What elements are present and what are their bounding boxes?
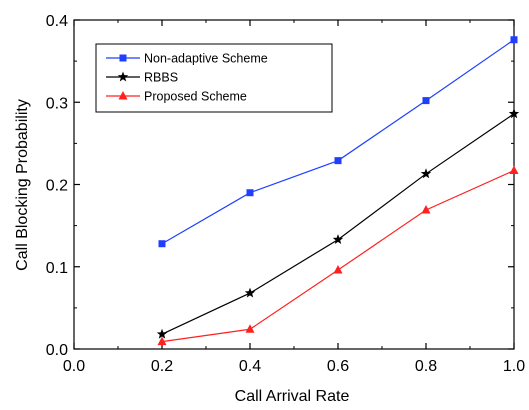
x-axis-label: Call Arrival Rate — [235, 388, 350, 405]
chart-axes: 0.0 0.2 0.4 0.6 0.8 1.0 0.0 0.1 0.2 0.3 0.4 — [46, 13, 525, 375]
data-point — [246, 189, 254, 197]
y-axis-label: Call Blocking Probability — [14, 99, 31, 271]
y-tick-label: 0.3 — [46, 95, 68, 112]
legend-label: Proposed Scheme — [144, 90, 247, 104]
data-point — [245, 324, 255, 333]
x-tick-label: 0.4 — [239, 358, 261, 375]
legend-entry: Non-adaptive Scheme — [106, 52, 268, 66]
data-point — [420, 168, 432, 179]
data-point — [333, 265, 343, 274]
y-tick-label: 0.4 — [46, 13, 68, 30]
y-tick-label: 0.0 — [46, 342, 68, 359]
series-line — [161, 169, 515, 343]
legend-box — [95, 43, 333, 113]
x-tick-label: 0.6 — [327, 358, 349, 375]
y-tick-label: 0.2 — [46, 178, 68, 195]
legend-marker — [118, 91, 128, 100]
chart-legend: Non-adaptive Scheme RBBS Proposed Scheme — [95, 43, 333, 113]
data-point — [421, 204, 431, 214]
legend-entry: RBBS — [106, 71, 178, 85]
series-2 — [157, 165, 519, 346]
data-point — [244, 287, 256, 298]
legend-label: Non-adaptive Scheme — [144, 52, 268, 66]
data-point — [332, 234, 344, 245]
data-point — [508, 108, 520, 119]
data-point — [422, 97, 430, 105]
data-point — [158, 240, 166, 248]
data-point — [334, 157, 342, 165]
y-tick-label: 0.1 — [46, 260, 68, 277]
x-tick-label: 0.0 — [63, 358, 85, 375]
series-line — [161, 113, 515, 335]
data-point — [157, 336, 167, 346]
x-tick-label: 0.8 — [415, 358, 437, 375]
legend-entry: Proposed Scheme — [106, 90, 247, 104]
data-point — [156, 328, 168, 339]
x-tick-label: 0.2 — [151, 358, 173, 375]
legend-marker — [119, 54, 127, 62]
legend-label: RBBS — [144, 71, 178, 85]
data-point — [510, 36, 518, 44]
plot-area — [156, 36, 520, 346]
series-1 — [156, 108, 520, 339]
series-0 — [158, 36, 518, 248]
data-point — [509, 165, 519, 175]
x-tick-label: 1.0 — [503, 358, 525, 375]
legend-marker — [117, 71, 129, 82]
